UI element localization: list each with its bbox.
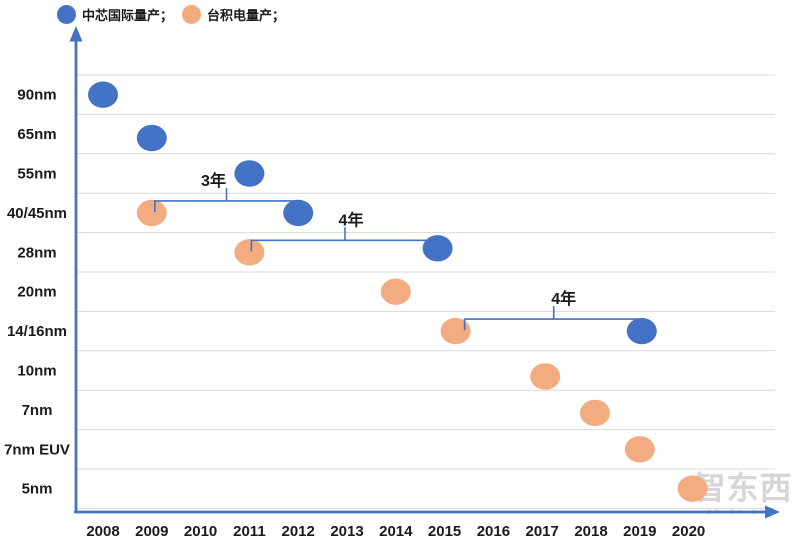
tsmc-dot	[580, 399, 610, 427]
x-axis-label: 2020	[672, 523, 705, 540]
y-axis-label: 28nm	[17, 244, 56, 261]
gap-label: 4年	[551, 289, 576, 308]
smic-dot	[626, 317, 657, 345]
y-axis-label: 7nm EUV	[4, 441, 70, 458]
tsmc-dot	[380, 278, 411, 305]
y-axis-label: 14/16nm	[7, 323, 67, 340]
x-axis-label: 2010	[184, 523, 217, 540]
gap-bracket	[250, 227, 440, 252]
tsmc-dot	[440, 317, 471, 345]
y-axis-label: 20nm	[17, 284, 56, 301]
legend: 中芯国际量产； 台积电量产；	[57, 5, 294, 24]
tsmc-dot	[530, 363, 561, 390]
x-axis-label: 2015	[428, 523, 461, 540]
y-axis-label: 40/45nm	[7, 205, 67, 222]
tsmc-dot	[234, 239, 265, 266]
smic-dot	[234, 160, 265, 187]
x-axis-label: 2018	[574, 523, 607, 540]
tsmc-dot	[624, 436, 655, 463]
gap-label: 3年	[201, 171, 226, 190]
legend-label: 中芯国际量产；	[82, 8, 174, 23]
legend-marker-icon	[57, 5, 76, 24]
x-axis-label: 2012	[282, 523, 315, 540]
y-axis-label: 10nm	[17, 363, 56, 380]
x-axis-label: 2019	[623, 523, 656, 540]
legend-label: 台积电量产；	[207, 8, 286, 23]
x-axis-label: 2009	[135, 523, 168, 540]
gap-label: 4年	[339, 210, 364, 229]
y-axis-arrow-icon	[69, 26, 83, 42]
y-axis-label: 65nm	[17, 126, 56, 143]
smic-dot	[422, 235, 453, 262]
smic-dot	[88, 81, 118, 108]
tsmc-dot	[677, 475, 708, 502]
gap-bracket	[463, 306, 644, 331]
y-axis-label: 90nm	[17, 87, 56, 104]
x-axis-label: 2016	[477, 523, 510, 540]
smic-dot	[283, 199, 314, 227]
x-axis-arrow-icon	[765, 505, 780, 519]
x-axis-label: 2014	[379, 523, 413, 540]
legend-marker-icon	[182, 5, 202, 24]
x-axis-label: 2008	[86, 523, 119, 540]
y-axis-label: 7nm	[22, 402, 53, 419]
smic-dot	[136, 124, 167, 152]
x-axis-label: 2011	[233, 523, 266, 540]
x-axis-label: 2013	[330, 523, 363, 540]
y-axis-label: 5nm	[22, 481, 53, 498]
x-axis-label: 2017	[526, 523, 559, 540]
tsmc-dot	[136, 199, 167, 227]
gap-bracket	[154, 187, 299, 212]
y-axis-label: 55nm	[17, 166, 56, 183]
